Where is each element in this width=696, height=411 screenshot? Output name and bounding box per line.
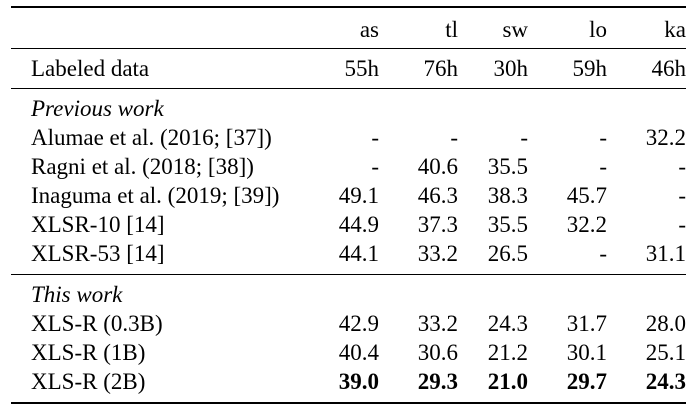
row-label: XLS-R (2B) — [31, 369, 146, 394]
table-row-xlsr-1b: XLS-R (1B) 40.4 30.6 21.2 30.1 25.1 — [11, 338, 686, 367]
table-row-xlsr-2b: XLS-R (2B) 39.0 29.3 21.0 29.7 24.3 — [11, 367, 686, 403]
cell-value: 24.3 — [487, 311, 528, 336]
cell-value: 33.2 — [379, 239, 458, 275]
row-label: Labeled data — [11, 48, 311, 89]
cell-value: 28.0 — [645, 311, 686, 336]
cell-value: 24.3 — [645, 369, 686, 394]
cell-value: 40.6 — [417, 154, 458, 179]
col-header-sw: sw — [458, 7, 528, 49]
cell-value: 42.9 — [338, 311, 379, 336]
cell-value: - — [678, 154, 686, 179]
cell-value: - — [450, 125, 458, 150]
cell-value: 55h — [311, 48, 379, 89]
corner-cell — [11, 7, 311, 49]
cell-value: - — [520, 125, 528, 150]
table-row-xlsr53: XLSR-53 [14] 44.1 33.2 26.5 - 31.1 — [11, 239, 686, 275]
cell-value: 29.3 — [417, 369, 458, 394]
row-label: Inaguma et al. (2019; [39]) — [31, 183, 280, 208]
cell-value: - — [599, 125, 607, 150]
cell-value: 40.4 — [338, 340, 379, 365]
table-row-inaguma: Inaguma et al. (2019; [39]) 49.1 46.3 38… — [11, 181, 686, 210]
row-label: XLSR-53 [14] — [11, 239, 311, 275]
cell-value: - — [678, 183, 686, 208]
cell-value: - — [599, 154, 607, 179]
row-label: Alumae et al. (2016; [37]) — [31, 125, 272, 150]
col-header-as: as — [311, 7, 379, 49]
labeled-data-row: Labeled data 55h 76h 30h 59h 46h — [11, 48, 686, 89]
table-row-xlsr10: XLSR-10 [14] 44.9 37.3 35.5 32.2 - — [11, 210, 686, 239]
col-header-tl: tl — [379, 7, 458, 49]
cell-value: 44.1 — [311, 239, 379, 275]
cell-value: 46.3 — [417, 183, 458, 208]
cell-value: 35.5 — [487, 154, 528, 179]
row-label: XLS-R (1B) — [31, 340, 146, 365]
cell-value: 30.1 — [566, 340, 607, 365]
row-label: XLSR-10 [14] — [31, 212, 165, 237]
cell-value: 39.0 — [338, 369, 379, 394]
cell-value: 25.1 — [645, 340, 686, 365]
cell-value: 44.9 — [338, 212, 379, 237]
cell-value: 31.7 — [566, 311, 607, 336]
cell-value: 35.5 — [487, 212, 528, 237]
table-row-xlsr-03b: XLS-R (0.3B) 42.9 33.2 24.3 31.7 28.0 — [11, 309, 686, 338]
section-title: Previous work — [31, 96, 164, 121]
table-row-alumae: Alumae et al. (2016; [37]) - - - - 32.2 — [11, 123, 686, 152]
results-table: as tl sw lo ka Labeled data 55h 76h 30h … — [11, 6, 686, 404]
cell-value: 32.2 — [645, 125, 686, 150]
cell-value: 29.7 — [566, 369, 607, 394]
row-label: XLS-R (0.3B) — [31, 311, 163, 336]
col-header-ka: ka — [607, 7, 686, 49]
cell-value: 32.2 — [566, 212, 607, 237]
section-title-previous-work: Previous work — [11, 89, 686, 124]
cell-value: 30.6 — [417, 340, 458, 365]
cell-value: 33.2 — [417, 311, 458, 336]
table-row-ragni: Ragni et al. (2018; [38]) - 40.6 35.5 - … — [11, 152, 686, 181]
cell-value: 37.3 — [417, 212, 458, 237]
cell-value: - — [678, 212, 686, 237]
cell-value: 49.1 — [338, 183, 379, 208]
header-row: as tl sw lo ka — [11, 7, 686, 49]
cell-value: 26.5 — [458, 239, 528, 275]
cell-value: 30h — [458, 48, 528, 89]
section-title-this-work: This work — [11, 275, 686, 310]
cell-value: 38.3 — [487, 183, 528, 208]
cell-value: - — [528, 239, 607, 275]
cell-value: - — [371, 154, 379, 179]
cell-value: 21.2 — [487, 340, 528, 365]
cell-value: 45.7 — [566, 183, 607, 208]
cell-value: 76h — [379, 48, 458, 89]
cell-value: 21.0 — [487, 369, 528, 394]
col-header-lo: lo — [528, 7, 607, 49]
row-label: Ragni et al. (2018; [38]) — [31, 154, 254, 179]
cell-value: - — [371, 125, 379, 150]
cell-value: 59h — [528, 48, 607, 89]
section-title: This work — [31, 282, 123, 307]
cell-value: 46h — [607, 48, 686, 89]
cell-value: 31.1 — [607, 239, 686, 275]
